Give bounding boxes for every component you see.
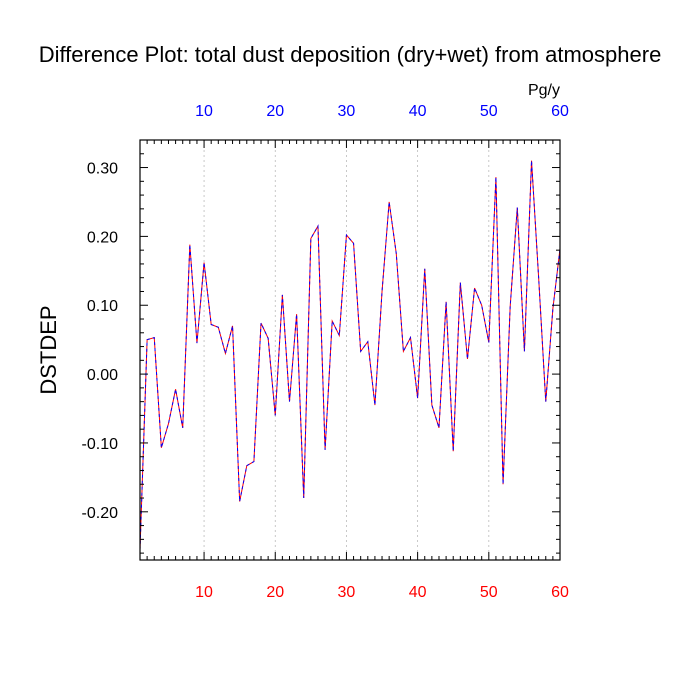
data-series [139, 160, 561, 550]
axis-ticks [139, 139, 561, 560]
y-tick-label: 0.30 [87, 161, 118, 178]
y-tick-label: 0.00 [87, 367, 118, 384]
units-label: Pg/y [528, 82, 560, 99]
x-tick-label-top: 60 [551, 103, 569, 120]
x-tick-label-bottom: 60 [551, 584, 569, 601]
series-line-red [139, 160, 561, 550]
x-tick-label-bottom: 10 [195, 584, 213, 601]
x-tick-label-top: 50 [480, 103, 498, 120]
y-tick-label: -0.20 [82, 505, 119, 522]
chart-title: Difference Plot: total dust deposition (… [39, 42, 662, 67]
x-tick-label-bottom: 40 [409, 584, 427, 601]
y-axis-label: DSTDEP [36, 305, 61, 394]
grid-lines [203, 140, 490, 560]
x-tick-label-top: 20 [266, 103, 284, 120]
y-tick-label: -0.10 [82, 436, 119, 453]
x-tick-label-bottom: 30 [338, 584, 356, 601]
y-tick-label: 0.10 [87, 298, 118, 315]
y-tick-label: 0.20 [87, 229, 118, 246]
x-tick-label-bottom: 20 [266, 584, 284, 601]
tick-labels: 10 10 20 20 30 30 40 40 50 50 60 60 -0.20 -0.10 0.00 0.… [82, 103, 569, 601]
x-tick-label-top: 40 [409, 103, 427, 120]
x-tick-label-top: 10 [195, 103, 213, 120]
plot-frame [139, 139, 561, 561]
series-line-blue [139, 160, 561, 550]
x-tick-label-top: 30 [338, 103, 356, 120]
x-tick-label-bottom: 50 [480, 584, 498, 601]
